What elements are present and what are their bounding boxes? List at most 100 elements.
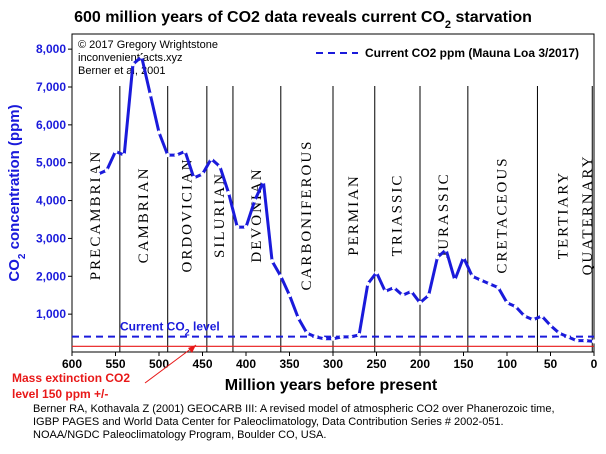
data-point (383, 289, 388, 294)
data-point (96, 172, 101, 177)
data-point (330, 336, 336, 341)
data-point (296, 315, 301, 320)
x-tick-label: 0 (591, 357, 598, 371)
y-tick-label: 2,000 (36, 269, 66, 283)
data-point (452, 278, 457, 283)
data-point (470, 274, 475, 279)
co2-series-points (96, 54, 597, 344)
data-point (209, 156, 214, 161)
y-tick-label: 7,000 (36, 80, 66, 94)
period-label-permian: PERMIAN (346, 174, 362, 256)
data-point (235, 225, 240, 230)
data-point (531, 317, 536, 322)
data-point (548, 323, 553, 328)
y-tick-label: 5,000 (36, 156, 66, 170)
data-point (348, 334, 353, 339)
data-point (374, 270, 379, 275)
mass-extinction-annotation: Mass extinction CO2 level 150 ppm +/- (12, 371, 130, 401)
chart-title: 600 million years of CO2 data reveals cu… (74, 9, 532, 31)
data-point (513, 304, 518, 309)
data-point (487, 281, 492, 286)
data-point (139, 54, 144, 59)
data-point (478, 278, 483, 283)
data-point (426, 293, 431, 298)
x-tick-label: 50 (544, 357, 558, 371)
data-point (148, 92, 153, 97)
legend-label: Current CO2 ppm (Mauna Loa 3/2017) (365, 46, 579, 60)
data-point (391, 285, 396, 290)
citation-line-2: IGBP PAGES and World Data Center for Pal… (33, 416, 504, 428)
data-point (591, 339, 597, 344)
data-point (130, 62, 135, 67)
period-label-silurian: SILURIAN (212, 172, 228, 258)
period-label-ordovician: ORDOVICIAN (179, 158, 195, 273)
data-point (113, 149, 118, 154)
y-tick-label: 6,000 (36, 118, 66, 132)
data-point (243, 225, 249, 230)
annotation-arrow (144, 344, 197, 384)
data-point (339, 334, 344, 339)
citation: Berner RA, Kothavala Z (2001) GEOCARB II… (33, 403, 555, 441)
data-point (496, 285, 501, 290)
data-point (174, 153, 179, 158)
x-tick-label: 100 (497, 357, 517, 371)
y-tick-label: 4,000 (36, 194, 66, 208)
data-point (409, 289, 414, 294)
data-point (583, 338, 588, 343)
data-point (574, 338, 579, 343)
credit-line-2: inconvenientfacts.xyz (78, 52, 183, 64)
y-axis-ticks: 1,000 2,000 3,000 4,000 5,000 6,000 7,000 8,000 (36, 42, 72, 321)
data-point (156, 130, 162, 135)
data-point (304, 331, 309, 336)
period-label-precambrian: PRECAMBRIAN (88, 150, 104, 280)
credit-line-3: Berner et al, 2001 (78, 65, 165, 77)
x-tick-label: 500 (149, 357, 169, 371)
data-point (444, 247, 449, 252)
legend: Current CO2 ppm (Mauna Loa 3/2017) (316, 46, 579, 60)
data-point (313, 334, 318, 339)
data-point (565, 334, 570, 339)
data-point (461, 255, 466, 260)
period-labels: PRECAMBRIAN CAMBRIAN ORDOVICIAN SILURIAN DEV… (88, 139, 596, 290)
x-tick-label: 300 (323, 357, 343, 371)
x-tick-label: 550 (105, 357, 125, 371)
data-point (191, 175, 196, 180)
data-point (252, 198, 257, 203)
x-tick-label: 150 (453, 357, 473, 371)
x-axis-ticks: 600 550 500 450 400 350 300 250 200 150 100 50 0 (62, 352, 598, 371)
data-point (365, 281, 370, 286)
annotation-arrowhead (188, 345, 196, 353)
data-point (165, 153, 170, 158)
data-point (522, 313, 527, 319)
y-tick-label: 3,000 (36, 231, 66, 245)
data-point (261, 179, 266, 184)
data-point (557, 331, 562, 336)
co2-series-line (97, 55, 595, 343)
x-axis-label: Million years before present (225, 377, 438, 394)
y-axis-label: CO2 concentration (ppm) (6, 104, 28, 281)
data-point (417, 300, 423, 305)
x-tick-label: 350 (279, 357, 299, 371)
data-point (400, 293, 405, 298)
data-point (270, 259, 275, 264)
data-point (200, 172, 205, 177)
x-tick-label: 400 (236, 357, 256, 371)
data-point (226, 190, 231, 196)
period-label-cambrian: CAMBRIAN (136, 167, 152, 264)
period-label-devonian: DEVONIAN (249, 167, 265, 262)
x-tick-label: 200 (410, 357, 430, 371)
data-point (435, 255, 440, 260)
data-point (122, 153, 127, 158)
y-tick-label: 1,000 (36, 307, 66, 321)
period-label-quaternary: QUATERNARY (580, 155, 596, 276)
current-co2-label: Current CO2 level (120, 320, 220, 338)
x-tick-label: 250 (366, 357, 386, 371)
x-tick-label: 450 (192, 357, 212, 371)
citation-line-1: Berner RA, Kothavala Z (2001) GEOCARB II… (33, 403, 555, 415)
data-point (539, 313, 544, 319)
period-label-triassic: TRIASSIC (389, 174, 405, 257)
x-tick-label: 600 (62, 357, 82, 371)
data-point (357, 332, 362, 338)
data-point (278, 274, 283, 279)
